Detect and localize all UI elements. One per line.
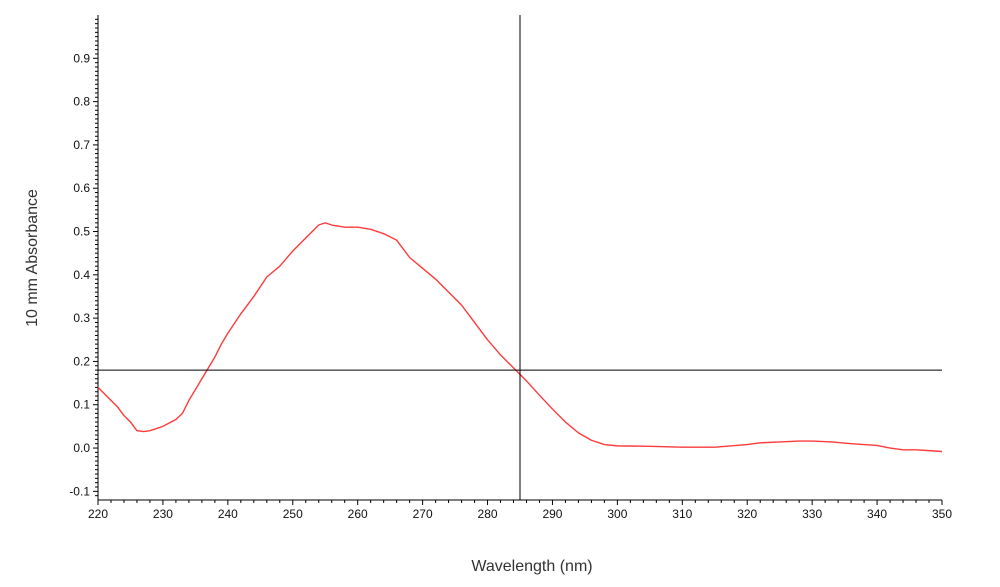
y-tick-label: 0.1 <box>73 398 90 412</box>
x-tick-label: 340 <box>867 507 887 521</box>
x-tick-label: 290 <box>542 507 562 521</box>
x-tick-label: 220 <box>88 507 108 521</box>
crosshair[interactable] <box>98 15 942 500</box>
x-tick-label: 240 <box>218 507 238 521</box>
y-tick-label: 0.7 <box>73 138 90 152</box>
y-tick-label: 0.2 <box>73 354 90 368</box>
y-axis-ticks: -0.1 0.0 0.1 0.2 0.3 0.4 0.5 0.6 0.7 0.8 0.9 <box>69 18 98 498</box>
x-tick-label: 310 <box>672 507 692 521</box>
x-tick-label: 300 <box>607 507 627 521</box>
y-tick-label: 0.6 <box>73 181 90 195</box>
y-tick-label: 0.3 <box>73 311 90 325</box>
y-tick-label: -0.1 <box>69 484 90 498</box>
x-tick-label: 320 <box>737 507 757 521</box>
x-axis-title: Wavelength (nm) <box>471 558 592 575</box>
y-tick-label: 0.9 <box>73 51 90 65</box>
series-layer <box>97 222 943 453</box>
y-tick-label: 0.8 <box>73 95 90 109</box>
y-tick-label: 0.5 <box>73 225 90 239</box>
x-tick-label: 330 <box>802 507 822 521</box>
x-axis-ticks: 220 230 240 250 260 270 280 290 300 310 320 330 340 3… <box>88 500 952 521</box>
x-tick-label: 260 <box>348 507 368 521</box>
x-tick-label: 350 <box>932 507 952 521</box>
y-tick-label: 0.0 <box>73 441 90 455</box>
x-tick-label: 280 <box>478 507 498 521</box>
x-tick-label: 230 <box>153 507 173 521</box>
x-tick-label: 250 <box>283 507 303 521</box>
x-tick-label: 270 <box>413 507 433 521</box>
y-axis-title: 10 mm Absorbance <box>24 189 41 327</box>
y-tick-label: 0.4 <box>73 268 90 282</box>
absorbance-series-line <box>97 222 943 453</box>
